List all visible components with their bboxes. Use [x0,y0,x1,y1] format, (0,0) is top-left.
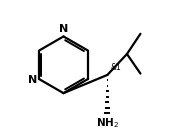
Text: NH$_2$: NH$_2$ [96,116,119,130]
Text: N: N [28,75,37,85]
Text: &1: &1 [111,63,121,72]
Text: N: N [59,24,68,34]
